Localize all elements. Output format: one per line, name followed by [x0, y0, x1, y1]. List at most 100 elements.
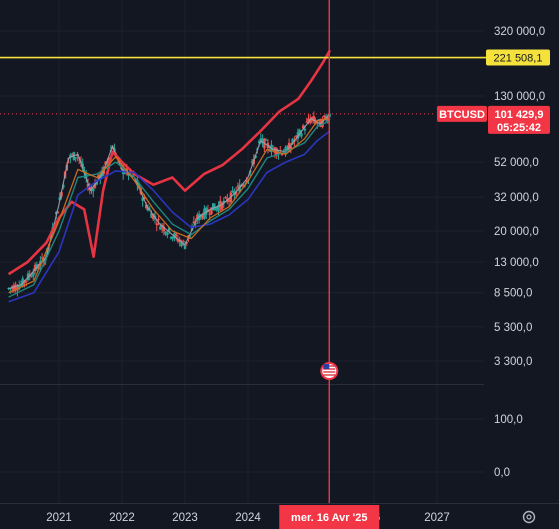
- last-price-value: 101 429,9: [495, 109, 544, 121]
- ticker-symbol: BTCUSD: [439, 109, 485, 121]
- candle-body: [323, 115, 326, 118]
- candle-body: [137, 184, 141, 189]
- candle-body: [264, 139, 268, 141]
- candle-body: [307, 118, 310, 122]
- candle-body: [169, 237, 173, 239]
- candle-body: [111, 147, 114, 150]
- candle-body: [166, 232, 169, 236]
- candle-body: [185, 242, 188, 244]
- candle-body: [208, 213, 211, 215]
- candle-body: [294, 135, 298, 137]
- candle-body: [183, 245, 187, 250]
- candle-body: [76, 155, 79, 157]
- candle-body: [300, 133, 303, 137]
- candle-body: [196, 214, 199, 220]
- candle-body: [296, 132, 300, 139]
- horizontal-line-group[interactable]: 221 508,1: [0, 49, 550, 66]
- candle-body: [273, 147, 277, 154]
- price-labels: BTCUSD 101 429,905:25:42 mer. 16 Avr '25: [279, 105, 550, 529]
- candle-body: [222, 200, 226, 204]
- candle-body: [213, 206, 217, 211]
- candle-body: [146, 207, 150, 211]
- candle-body: [286, 146, 289, 149]
- candle-body: [231, 190, 234, 193]
- candle-body: [316, 122, 319, 124]
- us-flag-icon[interactable]: [320, 362, 339, 380]
- y-tick-label: 3 300,0: [494, 356, 532, 368]
- candle-body: [210, 207, 213, 215]
- y-tick-label: 13 000,0: [494, 257, 539, 269]
- candle-body: [261, 138, 264, 144]
- candle-body: [40, 257, 44, 259]
- candle-body: [217, 205, 220, 211]
- candle-body: [242, 184, 245, 186]
- grid-lines: [0, 0, 484, 503]
- candle-body: [192, 221, 196, 224]
- x-tick-label: 2022: [109, 512, 135, 524]
- candle-body: [12, 285, 16, 292]
- cursor-date-bg: [279, 505, 380, 529]
- candle-body: [326, 118, 330, 121]
- candle-body: [280, 153, 284, 155]
- candle-body: [25, 280, 28, 282]
- candle-body: [70, 154, 74, 156]
- candle-body: [238, 184, 241, 193]
- candle-body: [312, 116, 315, 122]
- candle-body: [162, 226, 166, 232]
- candle-body: [157, 218, 160, 220]
- y-tick-label: 32 000,0: [494, 192, 539, 204]
- candle-body: [227, 199, 231, 202]
- flag-canton: [323, 364, 330, 369]
- candle-body: [250, 161, 254, 163]
- candle-body: [81, 163, 84, 169]
- candle-body: [56, 211, 60, 214]
- candle-body: [257, 141, 261, 143]
- series-line-ma_teal: [8, 120, 331, 298]
- horizontal-line-label: 221 508,1: [494, 53, 543, 65]
- x-tick-label: 2027: [424, 512, 450, 524]
- candle-body: [204, 207, 208, 215]
- y-tick-label: 8 500,0: [494, 288, 532, 300]
- candle-body: [104, 161, 107, 165]
- candle-body: [259, 138, 263, 141]
- candle-body: [97, 174, 100, 179]
- horizontal-line-label-bg: [486, 49, 550, 66]
- series-line-ma_orange: [8, 117, 331, 294]
- y-tick-label: 52 000,0: [494, 157, 539, 169]
- series-line-price: [8, 113, 331, 290]
- candle-body: [143, 197, 146, 200]
- candle-body: [92, 187, 95, 192]
- candle-body: [155, 223, 158, 226]
- candle-body: [35, 264, 39, 269]
- candle-body: [136, 179, 139, 186]
- candle-body: [219, 200, 222, 208]
- candle-body: [69, 154, 72, 158]
- candle-body: [314, 120, 317, 124]
- candle-body: [100, 169, 104, 176]
- candle-body: [95, 181, 98, 185]
- y-tick-label: 0,0: [494, 467, 510, 479]
- last-price-bg: [488, 105, 550, 134]
- candle-body: [74, 157, 77, 159]
- candle-body: [176, 239, 180, 242]
- candle-body: [224, 197, 227, 199]
- candle-body: [30, 276, 33, 278]
- candle-body: [33, 265, 37, 272]
- candle-body: [152, 213, 155, 220]
- settings-gear-icon[interactable]: [522, 510, 536, 524]
- x-tick-label: 2021: [46, 512, 72, 524]
- candle-body: [291, 138, 294, 144]
- y-tick-label: 100,0: [494, 414, 523, 426]
- candle-body: [93, 182, 97, 188]
- candle-body: [167, 227, 171, 232]
- y-tick-label: 5 300,0: [494, 322, 532, 334]
- candle-body: [305, 121, 308, 123]
- candle-body: [321, 118, 324, 127]
- candle-body: [303, 128, 307, 131]
- cursor-date-label: mer. 16 Avr '25: [291, 512, 367, 524]
- candle-body: [16, 289, 19, 291]
- candle-body: [148, 208, 151, 210]
- candle-body: [201, 215, 204, 219]
